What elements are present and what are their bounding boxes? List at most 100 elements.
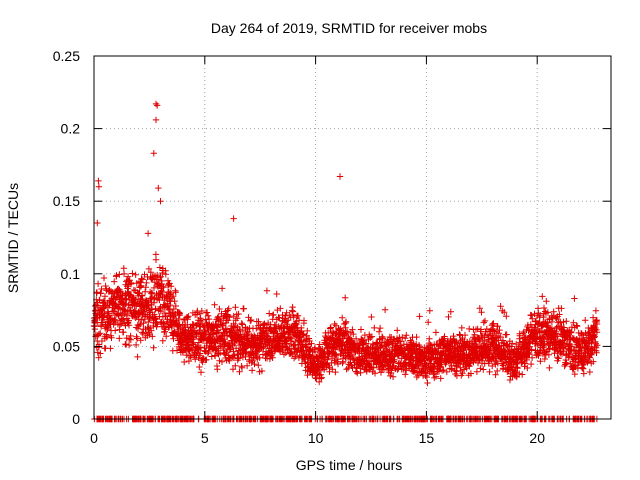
data-point [586,368,593,376]
data-point [175,315,182,323]
data-point [200,323,207,330]
data-point [152,116,160,124]
data-point [215,351,222,358]
data-point [254,348,262,355]
data-point [339,358,347,365]
data-point [126,335,133,342]
data-point [145,318,152,326]
data-point [239,321,246,328]
y-tick-label: 0.2 [61,121,81,137]
data-point [339,314,346,321]
data-point [196,363,203,371]
data-point [232,304,239,311]
data-point [125,301,132,308]
data-point [150,344,157,351]
data-point [204,350,212,357]
data-point [148,327,155,334]
data-point [166,280,173,287]
data-point [94,219,101,227]
data-point [426,335,433,342]
data-point [185,313,192,320]
data-point [163,333,170,340]
data-point [152,251,160,258]
data-point [243,362,251,369]
data-point [376,354,383,361]
data-point [140,319,147,327]
data-point [235,354,242,362]
data-point [478,309,485,316]
data-point [235,310,242,318]
data-point [211,301,218,308]
data-point [480,319,487,326]
data-point [124,273,132,280]
y-tick-label: 0.1 [61,266,81,282]
data-point [329,366,336,373]
data-point [219,320,227,327]
data-point [148,290,155,297]
data-points [90,100,601,423]
data-point [580,365,587,372]
data-point [247,317,254,325]
data-point [218,358,226,365]
data-point [125,322,133,329]
data-point [205,315,213,323]
data-point [197,369,205,376]
data-point [120,329,127,336]
data-point [260,322,267,329]
data-point [120,316,127,323]
data-point [563,318,570,325]
data-point [221,336,228,343]
data-point [222,325,229,332]
data-point [95,354,102,361]
x-tick-label: 15 [419,430,435,446]
data-point [176,309,184,317]
data-point [139,276,146,283]
data-point [183,351,190,359]
y-tick-label: 0.15 [53,193,80,209]
data-point [194,342,201,350]
data-point [229,366,237,373]
data-point [318,374,325,381]
data-point [97,290,104,297]
data-point [137,321,144,328]
data-point [343,366,350,373]
data-point [172,289,179,296]
data-point [225,317,232,324]
data-point [138,275,145,282]
data-point [279,311,286,319]
data-point [294,312,302,319]
data-point [240,305,247,312]
data-point [215,316,223,323]
data-point [94,280,102,287]
data-point [308,340,315,347]
data-point [238,364,246,371]
data-point [104,326,111,333]
data-point [539,293,546,300]
data-point [273,290,280,298]
data-point [100,274,108,282]
data-point [232,362,239,369]
data-point [213,330,220,337]
data-point [112,327,119,334]
data-point [95,177,102,185]
data-point [342,294,349,301]
data-point [492,371,499,378]
x-tick-label: 0 [90,430,98,446]
data-point [274,306,281,314]
data-point [119,290,126,298]
data-point [95,331,103,338]
data-point [134,353,141,361]
data-point [528,312,535,319]
data-point [108,334,115,341]
data-point [139,295,146,303]
data-point [159,337,166,344]
data-point [150,284,158,292]
data-point [93,289,101,296]
data-point [189,321,196,328]
data-point [125,341,133,349]
data-point [144,230,152,237]
data-point [432,329,440,336]
data-point [426,307,433,314]
data-point [132,271,139,278]
data-point [265,335,273,342]
